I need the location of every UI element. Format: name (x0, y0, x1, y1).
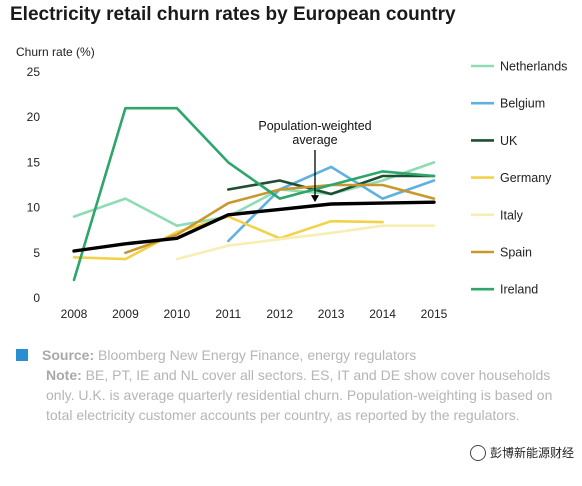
x-tick-label: 2013 (318, 307, 345, 321)
watermark: 彭博新能源财经 (469, 444, 574, 461)
x-tick-label: 2014 (369, 307, 396, 321)
note-label: Note: (46, 367, 82, 383)
y-tick-label: 0 (33, 291, 40, 305)
x-tick-label: 2015 (421, 307, 448, 321)
source-text: Bloomberg New Energy Finance, energy reg… (98, 347, 417, 363)
average-annotation-label: average (292, 133, 337, 147)
legend-label-italy: Italy (500, 208, 524, 222)
series-line-germany (72, 215, 384, 261)
legend-label-spain: Spain (500, 246, 532, 260)
annotation-arrow-head-icon (311, 195, 319, 203)
y-tick-label: 20 (27, 110, 41, 124)
note-block: Note: BE, PT, IE and NL cover all sector… (16, 365, 576, 425)
y-tick-label: 15 (27, 155, 41, 169)
series-line-belgium (227, 165, 436, 243)
x-tick-label: 2008 (61, 307, 88, 321)
x-tick-label: 2011 (215, 307, 241, 321)
source-label: Source: (42, 347, 95, 363)
chart-title: Electricity retail churn rates by Europe… (10, 4, 456, 25)
series-lines (72, 106, 436, 282)
series-line-population-weighted-average (72, 200, 436, 253)
chart-footer: Source: Bloomberg New Energy Finance, en… (16, 345, 576, 425)
series-line-uk (227, 174, 436, 196)
series-line-spain (124, 183, 436, 255)
y-axis-label: Churn rate (%) (16, 45, 95, 59)
series-line-netherlands (72, 161, 436, 227)
source-line: Source: Bloomberg New Energy Finance, en… (16, 345, 576, 365)
legend-label-uk: UK (500, 134, 518, 148)
source-marker-icon (16, 349, 28, 361)
y-axis-ticks: 0 5 10 15 20 25 (27, 65, 41, 305)
series-line-italy (175, 224, 436, 261)
y-tick-label: 10 (27, 201, 41, 215)
watermark-text: 彭博新能源财经 (489, 446, 574, 460)
legend-label-ireland: Ireland (500, 283, 538, 297)
x-axis-ticks: 2008 2009 2010 2011 2012 2013 2014 2015 (61, 307, 448, 321)
x-tick-label: 2012 (266, 307, 293, 321)
legend-label-germany: Germany (500, 171, 552, 185)
y-tick-label: 5 (33, 246, 40, 260)
wechat-icon (469, 444, 486, 461)
note-text: BE, PT, IE and NL cover all sectors. ES,… (46, 367, 553, 423)
y-tick-label: 25 (27, 65, 41, 79)
average-annotation-label: Population-weighted (258, 119, 371, 133)
legend: Netherlands Belgium UK Germany Italy Spain Ire… (471, 60, 567, 297)
x-tick-label: 2010 (164, 307, 191, 321)
legend-label-belgium: Belgium (500, 97, 545, 111)
legend-label-netherlands: Netherlands (500, 60, 567, 74)
series-line-ireland (72, 106, 436, 282)
x-tick-label: 2009 (112, 307, 139, 321)
